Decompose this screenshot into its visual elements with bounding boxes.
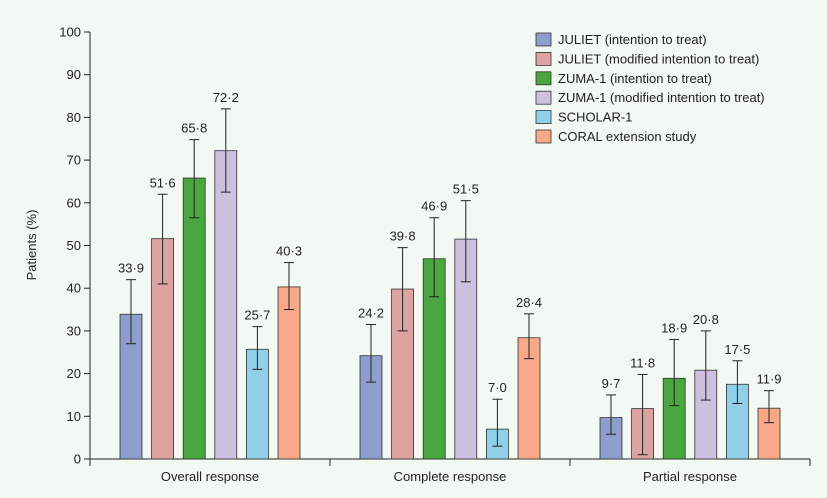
legend-label: JULIET (modified intention to treat) — [558, 51, 759, 66]
y-tick-label: 50 — [67, 238, 81, 253]
category-label: Complete response — [394, 469, 507, 484]
data-label: 65·8 — [181, 121, 207, 136]
data-label: 11·8 — [630, 355, 655, 370]
data-label: 24·2 — [358, 305, 384, 320]
category-label: Overall response — [161, 469, 259, 484]
y-axis: 0 10 20 30 40 50 60 70 80 90 100 — [59, 25, 91, 467]
data-label: 25·7 — [244, 308, 270, 323]
y-tick-label: 40 — [67, 281, 81, 296]
y-tick-label: 20 — [67, 366, 81, 381]
y-tick-label: 30 — [67, 323, 81, 338]
data-label: 51·5 — [453, 182, 479, 197]
y-tick-label: 0 — [74, 452, 81, 467]
legend-label: SCHOLAR-1 — [558, 110, 632, 125]
legend-label: JULIET (intention to treat) — [558, 32, 707, 47]
data-label: 28·4 — [516, 295, 542, 310]
category-label: Partial response — [643, 469, 737, 484]
bar — [277, 286, 301, 460]
legend-swatch — [535, 71, 552, 86]
data-label: 18·9 — [661, 320, 687, 335]
legend-swatch — [535, 52, 552, 66]
legend: JULIET (intention to treat) JULIET (modif… — [535, 32, 765, 144]
legend-swatch — [535, 110, 552, 124]
bar — [182, 177, 206, 460]
legend-swatch — [535, 90, 552, 105]
data-label: 39·8 — [390, 229, 416, 244]
legend-label: CORAL extension study — [558, 129, 697, 144]
data-label: 46·9 — [421, 199, 447, 214]
legend-swatch — [535, 32, 552, 47]
y-tick-label: 70 — [67, 153, 81, 168]
data-label: 7·0 — [488, 380, 507, 395]
data-label: 72·2 — [213, 90, 239, 105]
y-tick-label: 60 — [67, 195, 81, 210]
data-label: 9·7 — [602, 376, 621, 391]
y-axis-title: Patients (%) — [24, 210, 39, 281]
y-tick-label: 10 — [67, 409, 81, 424]
bars-layer: 33·9 51·6 65·8 72·2 25·7 40·3 24·2 39·8 46·9 51·5… — [118, 90, 782, 460]
data-label: 17·5 — [724, 342, 750, 357]
legend-label: ZUMA-1 (intention to treat) — [558, 71, 712, 86]
legend-swatch — [535, 129, 552, 144]
legend-label: ZUMA-1 (modified intention to treat) — [558, 90, 765, 105]
data-label: 20·8 — [693, 312, 719, 327]
y-tick-label: 100 — [59, 25, 81, 40]
y-tick-label: 90 — [67, 67, 81, 82]
x-axis: Overall response Complete response Partial… — [89, 458, 811, 484]
data-label: 11·9 — [756, 372, 781, 387]
y-tick-label: 80 — [67, 110, 81, 125]
bar — [214, 150, 238, 460]
data-label: 51·6 — [150, 175, 176, 190]
data-label: 40·3 — [276, 244, 302, 259]
data-label: 33·9 — [118, 261, 144, 276]
